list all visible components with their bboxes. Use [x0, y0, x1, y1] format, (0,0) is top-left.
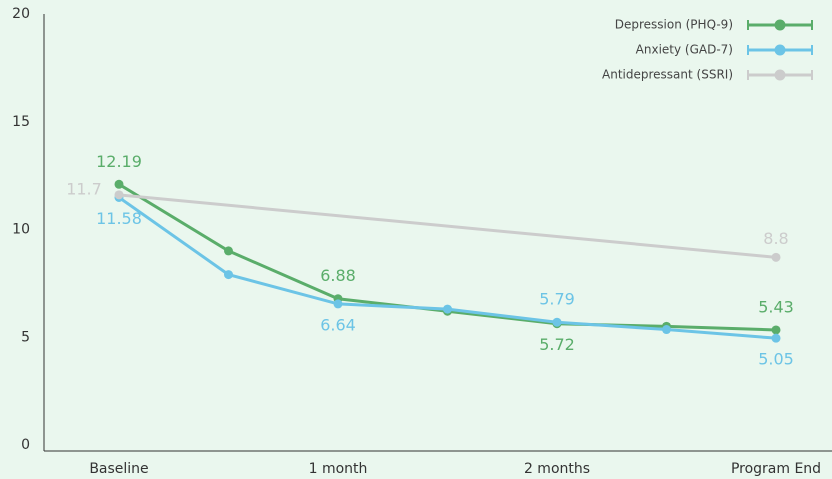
- legend-label: Depression (PHQ-9): [615, 18, 733, 32]
- y-tick-label: 0: [21, 437, 30, 453]
- legend-swatch: [774, 69, 786, 81]
- data-point: [224, 246, 233, 256]
- y-tick-label: 15: [12, 114, 30, 130]
- legend-swatch: [774, 44, 786, 56]
- x-tick-label: Baseline: [89, 461, 148, 477]
- x-tick-label: 1 month: [309, 461, 368, 477]
- data-point: [771, 325, 781, 335]
- data-point: [114, 190, 124, 200]
- data-point: [771, 252, 781, 262]
- data-label: 5.79: [539, 290, 575, 309]
- data-point: [552, 317, 562, 327]
- data-label: 5.72: [539, 335, 575, 354]
- series-line: [118, 196, 777, 340]
- legend-label: Antidepressant (SSRI): [602, 68, 733, 82]
- legend-label: Anxiety (GAD-7): [636, 43, 733, 57]
- data-point: [443, 304, 452, 314]
- data-point: [771, 333, 781, 343]
- data-label: 12.19: [96, 152, 142, 171]
- y-tick-label: 10: [12, 222, 30, 238]
- data-label: 5.05: [758, 350, 794, 369]
- data-point: [224, 270, 233, 280]
- data-label: 6.64: [320, 315, 356, 334]
- series-line: [118, 193, 777, 259]
- data-point: [662, 325, 671, 335]
- data-label: 6.88: [320, 266, 356, 285]
- y-tick-label: 5: [21, 329, 30, 345]
- y-tick-label: 20: [12, 6, 30, 22]
- data-label: 11.7: [66, 179, 102, 198]
- x-tick-label: 2 months: [524, 461, 590, 477]
- data-label: 11.58: [96, 209, 142, 228]
- data-label: 8.8: [763, 229, 788, 248]
- data-point: [114, 179, 124, 189]
- data-point: [333, 299, 343, 309]
- x-tick-label: Program End: [731, 461, 821, 477]
- data-label: 5.43: [758, 297, 794, 316]
- legend-swatch: [774, 19, 786, 31]
